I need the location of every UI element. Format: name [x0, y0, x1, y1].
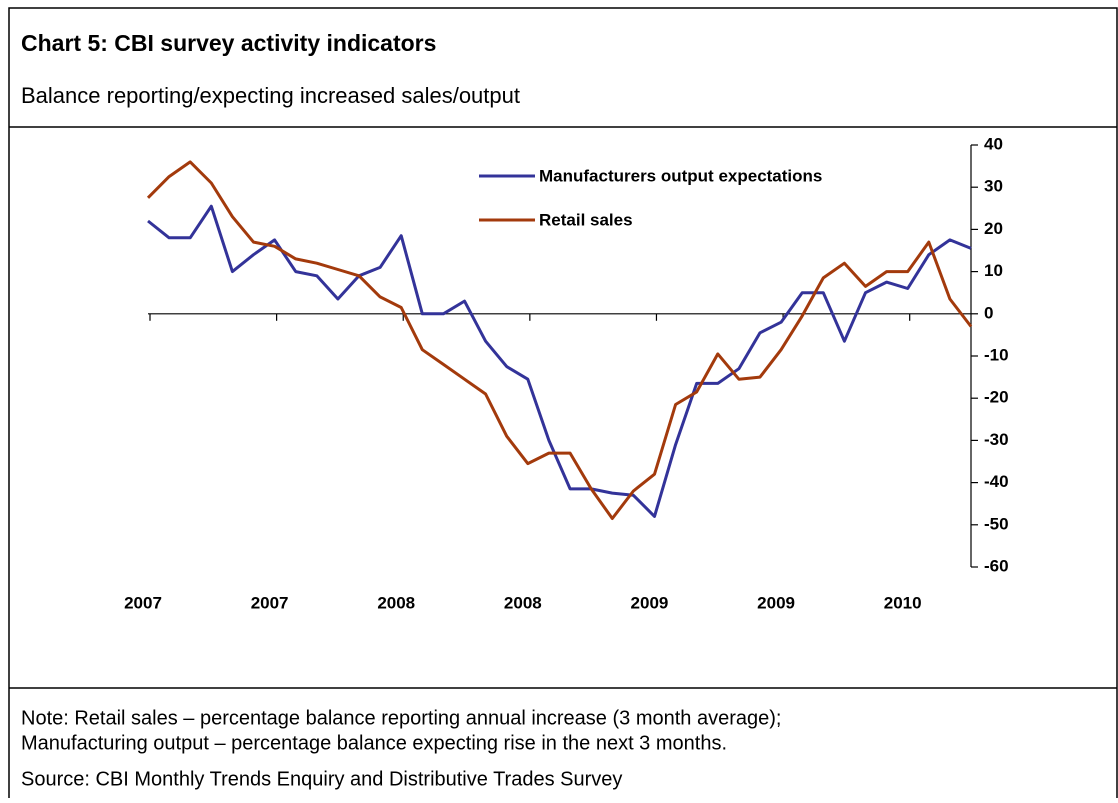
- x-tick-label: 2009: [631, 593, 669, 612]
- note: Note: Retail sales – percentage balance …: [21, 707, 781, 729]
- legend-label: Manufacturers output expectations: [539, 166, 822, 185]
- chart-subtitle: Balance reporting/expecting increased sa…: [21, 83, 520, 108]
- x-tick-label: 2008: [377, 593, 415, 612]
- y-tick-label: 10: [984, 261, 1003, 280]
- y-tick-label: -60: [984, 556, 1009, 575]
- y-tick-label: 0: [984, 303, 993, 322]
- note: Manufacturing output – percentage balanc…: [21, 732, 727, 754]
- y-tick-label: 40: [984, 134, 1003, 153]
- source: Source: CBI Monthly Trends Enquiry and D…: [21, 768, 622, 790]
- y-tick-label: -40: [984, 472, 1009, 491]
- y-tick-label: -10: [984, 345, 1009, 364]
- chart-title: Chart 5: CBI survey activity indicators: [21, 30, 436, 56]
- x-tick-label: 2007: [251, 593, 289, 612]
- x-tick-label: 2008: [504, 593, 542, 612]
- x-tick-label: 2010: [884, 593, 922, 612]
- frame: [8, 7, 1118, 803]
- x-tick-label: 2009: [757, 593, 795, 612]
- series-line: [146, 160, 973, 520]
- y-tick-label: -20: [984, 388, 1009, 407]
- x-tick-label: 2007: [124, 593, 162, 612]
- y-tick-label: -50: [984, 514, 1009, 533]
- series-line: [147, 204, 972, 518]
- y-tick-label: 30: [984, 177, 1003, 196]
- y-tick-label: -30: [984, 430, 1009, 449]
- y-tick-label: 20: [984, 219, 1003, 238]
- legend-label: Retail sales: [539, 210, 633, 229]
